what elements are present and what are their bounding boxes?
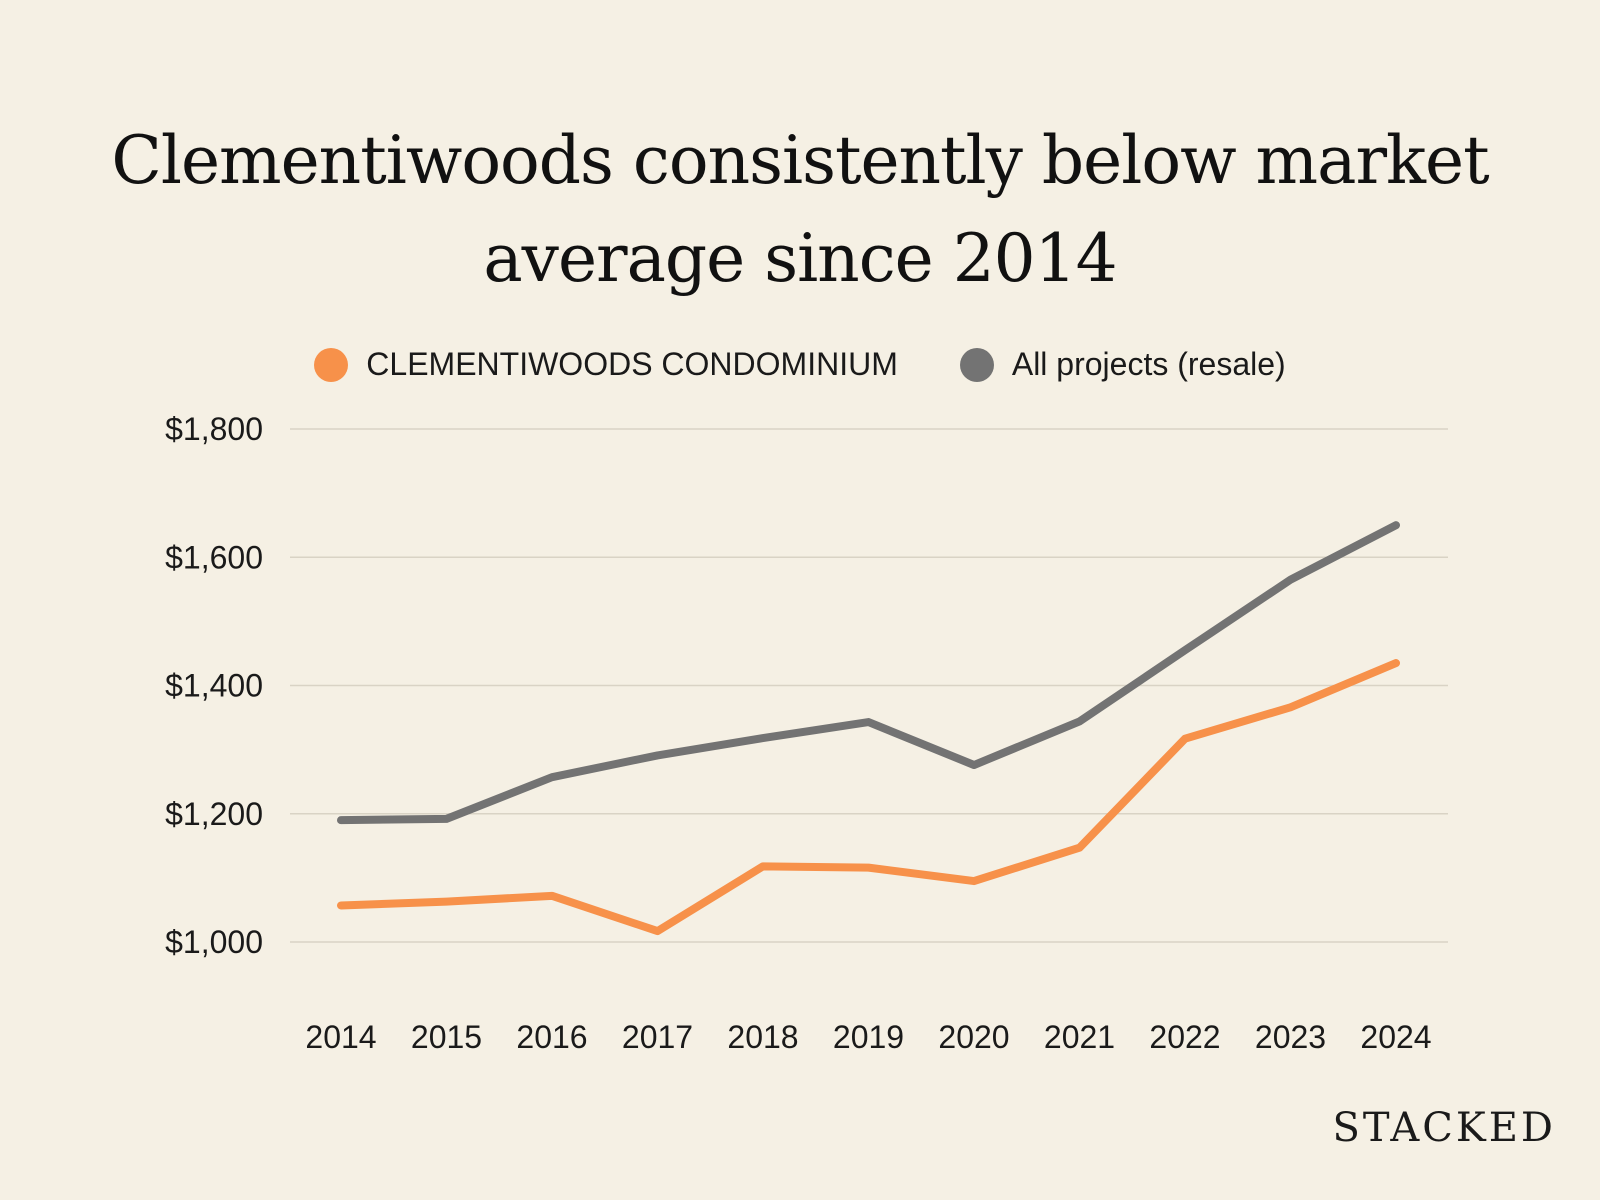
x-tick-label-2020: 2020	[938, 1019, 1009, 1055]
x-tick-label-2018: 2018	[727, 1019, 798, 1055]
y-tick-label-1000: $1,000	[165, 924, 263, 960]
x-tick-label-2024: 2024	[1360, 1019, 1431, 1055]
x-tick-label-2017: 2017	[622, 1019, 693, 1055]
chart-title-line-1: Clementiwoods consistently below market	[111, 122, 1489, 199]
y-tick-label-1200: $1,200	[165, 796, 263, 832]
x-tick-label-2019: 2019	[833, 1019, 904, 1055]
y-tick-label-1600: $1,600	[165, 539, 263, 575]
x-tick-label-2015: 2015	[411, 1019, 482, 1055]
chart-title-line-2: average since 2014	[483, 220, 1117, 297]
x-tick-label-2014: 2014	[305, 1019, 376, 1055]
x-tick-label-2016: 2016	[516, 1019, 587, 1055]
legend-dot-clementiwoods	[314, 347, 349, 382]
stacked-logo: STACKED	[1332, 1105, 1556, 1151]
x-tick-label-2023: 2023	[1255, 1019, 1326, 1055]
legend-item-clementiwoods: CLEMENTIWOODS CONDOMINIUM	[314, 346, 898, 383]
y-tick-label-1400: $1,400	[165, 668, 263, 704]
legend-item-all-projects: All projects (resale)	[959, 346, 1286, 383]
chart-legend: CLEMENTIWOODS CONDOMINIUM All projects (…	[0, 346, 1600, 383]
legend-label-clementiwoods: CLEMENTIWOODS CONDOMINIUM	[366, 346, 898, 382]
legend-label-all-projects: All projects (resale)	[1011, 346, 1286, 382]
series-line-all-projects	[337, 521, 1400, 825]
chart-title: Clementiwoods consistently below market …	[100, 112, 1500, 308]
x-tick-label-2021: 2021	[1044, 1019, 1115, 1055]
legend-dot-all-projects	[959, 347, 994, 382]
y-tick-label-1800: $1,800	[165, 411, 263, 447]
x-tick-label-2022: 2022	[1149, 1019, 1220, 1055]
